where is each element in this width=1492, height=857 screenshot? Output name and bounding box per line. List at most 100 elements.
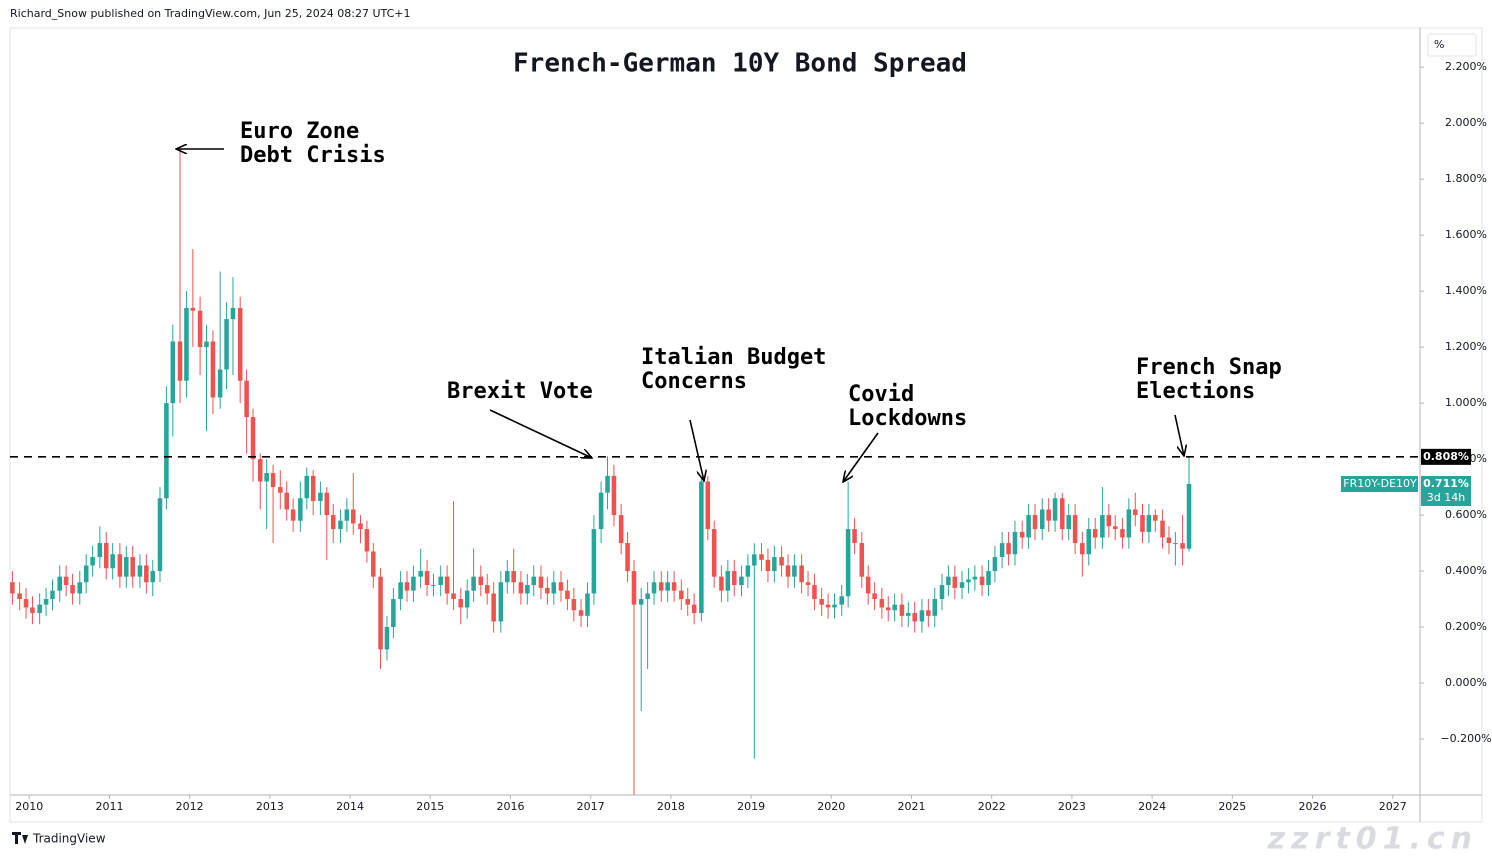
candle-body [57,576,62,591]
candle-body [1092,529,1098,538]
candle-body [137,565,143,577]
candle-body [772,557,777,572]
candle-body [585,593,590,616]
candle-body [631,571,637,605]
candle-body [504,571,510,583]
annotation: Elections [1136,379,1255,404]
candle-body [278,487,283,493]
candle-body [1006,543,1011,555]
candle-body [1120,529,1125,538]
arrow [489,409,592,458]
candle-body [1012,531,1018,555]
candle-body [270,473,276,488]
last-price-label: 0.711% [1423,477,1469,490]
candle-body [946,576,951,586]
candle-body [1100,515,1105,538]
candle-body [264,473,269,482]
candle-body [959,582,965,588]
candle-body [150,571,156,583]
candle-body [765,559,771,572]
candle-body [391,599,396,628]
x-tick-label: 2012 [176,800,204,813]
y-tick-label: 0.000% [1445,676,1487,689]
candle-body [725,571,731,591]
candle-body [484,585,490,594]
candle-body [378,576,383,650]
candle-body [217,369,223,398]
candle-body [103,543,109,569]
candle-body [344,509,350,521]
candle-body [839,596,844,605]
candle-body [458,599,464,608]
candle-body [244,380,249,418]
candle-body [879,599,885,608]
annotation: Covid [848,382,914,407]
candle-body [438,576,443,586]
candle-body [144,565,149,583]
y-tick-label: 2.200% [1445,60,1487,73]
candle-body [571,599,577,611]
arrow [689,419,704,481]
candle-body [1186,484,1192,549]
candle-body [43,599,49,605]
plot-area [10,151,1192,795]
candle-body [865,576,871,594]
candle-body [591,529,597,594]
candle-body [1080,543,1085,555]
candle-body [124,557,129,577]
candle-body [658,582,664,591]
candle-body [23,599,29,608]
candle-body [1039,509,1045,530]
y-tick-label: 1.000% [1445,396,1487,409]
candle-body [618,515,624,544]
unit-box[interactable] [1427,33,1477,57]
candle-body [10,582,15,594]
candle-body [324,492,330,516]
candle-body [1032,515,1038,530]
candle-body [77,582,83,594]
annotation: Lockdowns [848,406,967,431]
candle-body [819,599,824,605]
candle-body [471,576,476,591]
candle-body [685,599,691,605]
x-tick-label: 2015 [416,800,444,813]
candle-body [719,576,724,591]
candle-body [117,554,123,577]
candle-body [398,582,403,600]
candle-body [498,582,504,622]
candle-body [90,557,95,566]
x-tick-label: 2014 [336,800,364,813]
y-tick-label: 2.000% [1445,116,1487,129]
candle-body [638,599,644,605]
candle-body [371,551,376,577]
candle-body [651,582,657,594]
candle-body [63,576,69,586]
candle-body [986,571,991,586]
candle-body [739,576,744,586]
footer: TradingView [32,832,106,846]
candle-body [551,582,557,594]
candle-body [97,543,103,558]
candle-body [558,582,564,591]
candle-body [310,475,316,502]
candle-body [177,341,183,381]
candle-body [224,319,229,370]
candle-body [852,529,857,544]
candle-body [598,492,604,530]
candle-body [799,565,804,583]
candle-body [1019,531,1025,538]
candle-body [605,475,610,493]
candle-body [939,585,945,600]
candle-body [1052,498,1058,521]
candle-body [1146,515,1152,532]
candle-body [538,576,544,588]
candle-body [872,593,877,600]
candle-body [318,492,323,502]
candle-body [1153,515,1158,521]
annotation: Italian Budget [641,345,826,370]
x-tick-label: 2010 [15,800,43,813]
x-tick-label: 2017 [577,800,605,813]
candle-body [304,475,310,499]
candle-body [424,571,430,586]
